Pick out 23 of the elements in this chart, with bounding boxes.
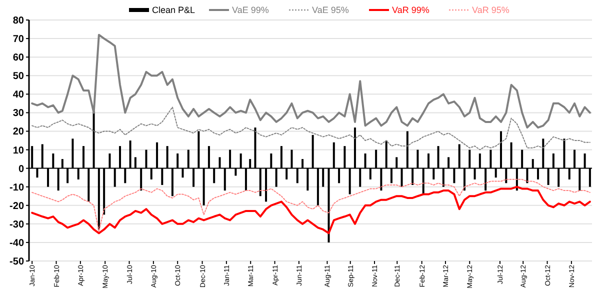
line-series [31,186,591,234]
y-tick-label: -20 [10,200,24,212]
y-tick-label: -30 [10,219,24,230]
y-tick-label: 70 [12,34,24,46]
y-tick-label: 50 [12,71,24,82]
line-series [32,178,590,232]
y-tick-label: 20 [12,126,24,138]
y-tick-label: -10 [10,182,24,194]
line-series [31,34,591,129]
line-series [32,106,590,150]
legend-label: VaR 99% [392,5,430,16]
legend-label: VaE 95% [312,5,349,16]
y-tick-label: 40 [12,90,24,101]
y-tick-label: 30 [12,108,24,120]
legend-label: VaR 95% [472,5,510,16]
y-tick-label: 10 [12,145,24,156]
y-tick-label: 80 [12,16,24,26]
y-tick-label: 0 [18,164,24,175]
legend-label: VaE 99% [232,5,269,16]
y-tick-label: -50 [10,256,24,268]
y-tick-label: -40 [10,238,24,249]
legend-label: Clean P&L [152,5,196,16]
y-tick-label: 60 [12,52,24,64]
